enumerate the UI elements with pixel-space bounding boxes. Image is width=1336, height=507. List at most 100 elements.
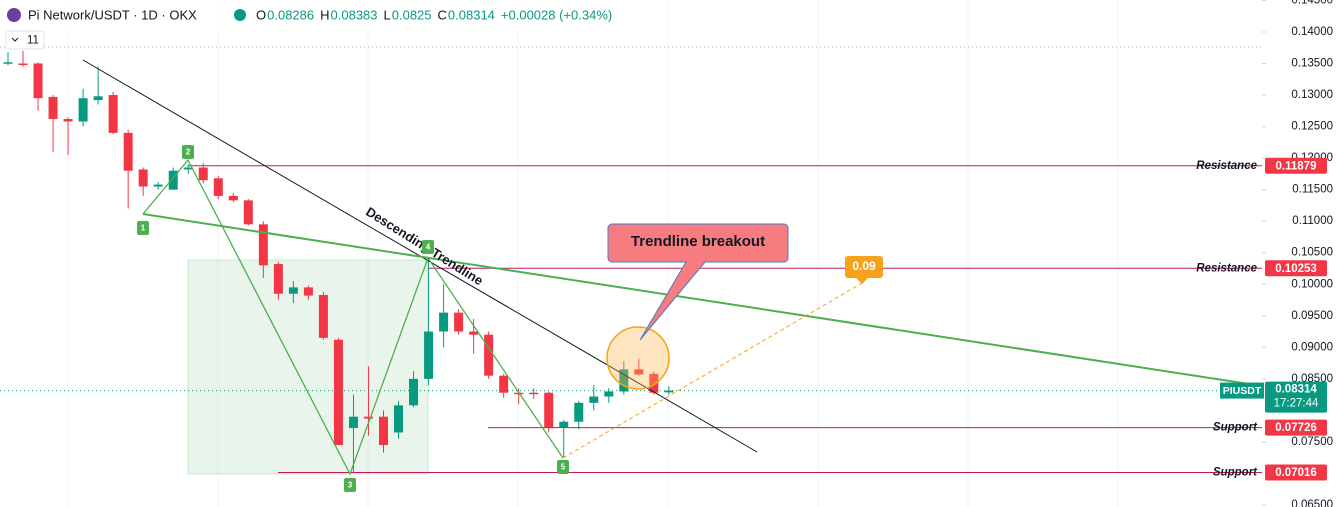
y-tick-label: 0.11500 — [1292, 184, 1333, 196]
ohlc-value: +0.00028 (+0.34%) — [501, 7, 612, 22]
candle-body — [559, 421, 569, 428]
last-price-text: 0.08314 — [1275, 384, 1317, 396]
candle-body — [258, 224, 268, 266]
candles — [3, 50, 674, 473]
level-badge — [1265, 464, 1327, 481]
pattern-point — [182, 145, 194, 159]
target-badge — [845, 256, 883, 284]
chevron — [11, 37, 19, 42]
y-tick-label: 0.09000 — [1291, 341, 1333, 353]
candle-body — [288, 287, 298, 294]
ohlc-label: O — [256, 7, 266, 22]
candle-body — [424, 331, 434, 379]
candle-body — [363, 416, 373, 419]
ohlc-value: 0.08314 — [448, 7, 495, 22]
pattern-points: 1 2 3 4 5 — [137, 145, 569, 492]
candle-body — [333, 339, 343, 446]
y-tick-label: 0.13500 — [1291, 58, 1333, 70]
candle-body — [123, 132, 133, 171]
candle-body — [469, 331, 479, 335]
y-tick-label: 0.09500 — [1291, 310, 1333, 322]
pattern-point-label: 5 — [561, 463, 566, 472]
pattern-point — [422, 240, 434, 254]
candle-body — [108, 95, 118, 133]
ohlc-label: H — [320, 7, 329, 22]
target-text: 0.09 — [852, 259, 876, 273]
ohlc-header: O 0.08286 H 0.08383 L 0.0825 C 0.08314 +0.00028 … — [256, 7, 612, 22]
header-bg — [0, 2, 620, 30]
indicator-toggle[interactable] — [5, 30, 45, 50]
candle-body — [589, 396, 599, 403]
candle-body — [318, 294, 328, 338]
candle-body — [634, 369, 644, 375]
candle-body — [409, 378, 419, 406]
candle-body — [48, 96, 58, 120]
candle-body — [439, 312, 449, 332]
callout-text: Trendline breakout — [631, 233, 765, 250]
candle-body — [78, 98, 88, 122]
level-label: Support — [1213, 422, 1258, 434]
breakout-circle — [606, 326, 670, 390]
pattern-zigzag — [142, 158, 564, 476]
header-title: Pi Network/USDT · 1D · OKX — [28, 7, 197, 22]
level-badge — [1265, 157, 1327, 174]
countdown-text: 17:27:44 — [1274, 398, 1319, 410]
level-label: Resistance — [1196, 160, 1257, 172]
y-tick-label: 0.13000 — [1291, 89, 1333, 101]
ohlc-value: 0.08286 — [267, 7, 314, 22]
candle-body — [183, 167, 193, 170]
pattern-point — [344, 478, 356, 492]
candle-body — [619, 369, 629, 392]
y-tick-label: 0.12500 — [1291, 121, 1333, 133]
candle-body — [33, 63, 43, 99]
pattern-point-label: 3 — [348, 481, 353, 490]
candle-body — [3, 62, 13, 64]
candle-body — [379, 416, 388, 446]
callout-box — [607, 223, 789, 341]
level-badge-text: 0.11879 — [1276, 160, 1317, 172]
candle-body — [243, 200, 253, 225]
pattern-point-label: 1 — [141, 224, 146, 233]
candle-body — [484, 334, 494, 376]
indicator-count: 11 — [27, 35, 39, 47]
candle-body — [574, 402, 584, 422]
pattern-point — [557, 460, 569, 474]
candle-body — [213, 178, 223, 196]
candle-body — [348, 416, 358, 429]
candle-body — [394, 405, 404, 433]
symbol-icon — [7, 8, 21, 22]
ohlc-value: 0.0825 — [392, 7, 432, 22]
ohlc-value: 0.08383 — [331, 7, 378, 22]
y-tick-label: 0.10000 — [1291, 278, 1333, 290]
candle-body — [228, 195, 238, 201]
status-dot — [234, 9, 246, 21]
candle-body — [303, 287, 313, 296]
candle-body — [544, 392, 554, 428]
candle-body — [153, 184, 163, 187]
level-badge — [1265, 419, 1327, 436]
candle-body — [138, 169, 148, 187]
level-badge — [1265, 260, 1327, 277]
y-tick-label: 0.06500 — [1291, 499, 1333, 507]
candle-body — [664, 390, 674, 393]
last-price-badge — [1265, 381, 1327, 413]
y-tick-label: 0.11000 — [1292, 215, 1333, 227]
pattern-point — [137, 221, 149, 235]
candle-body — [499, 375, 509, 393]
target-dashed-line — [562, 282, 863, 459]
candle-body — [273, 264, 283, 294]
candle-body — [604, 391, 614, 397]
candle-body — [649, 373, 659, 393]
candle-body — [198, 167, 208, 181]
candle-body — [63, 119, 73, 122]
pattern-point-label: 4 — [426, 243, 431, 252]
candle-body — [529, 392, 539, 395]
ohlc-label: L — [384, 7, 391, 22]
symbol-badge — [1220, 382, 1264, 399]
symbol-text: PIUSDT — [1223, 385, 1262, 397]
level-badge-text: 0.07726 — [1275, 422, 1317, 434]
candle-body — [168, 170, 178, 190]
candle-body — [454, 312, 464, 332]
